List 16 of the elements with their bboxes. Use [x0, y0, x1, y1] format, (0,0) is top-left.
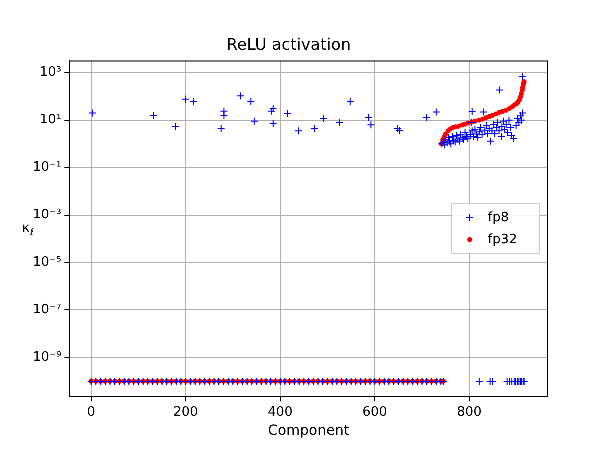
y-tick-label: 10³ [40, 65, 62, 80]
x-tick-label: 800 [457, 404, 482, 420]
legend-label: fp8 [488, 210, 510, 226]
x-tick-label: 400 [268, 404, 293, 420]
legend-label: fp32 [488, 232, 518, 248]
y-tick-label: 10⁻¹ [32, 160, 62, 176]
chart-title: ReLU activation [226, 34, 352, 54]
y-tick-label: 10⁻⁷ [32, 302, 62, 318]
x-tick-label: 0 [87, 404, 96, 420]
y-tick-label: 10⁻³ [32, 208, 62, 223]
y-tick-label: 10⁻⁹ [32, 350, 62, 366]
x-tick-label: 200 [173, 404, 198, 420]
x-tick-label: 600 [362, 404, 388, 420]
x-axis-title: Component [268, 423, 350, 440]
y-tick-label: 10¹ [40, 112, 62, 128]
y-tick-label: 10⁻⁵ [32, 255, 62, 270]
